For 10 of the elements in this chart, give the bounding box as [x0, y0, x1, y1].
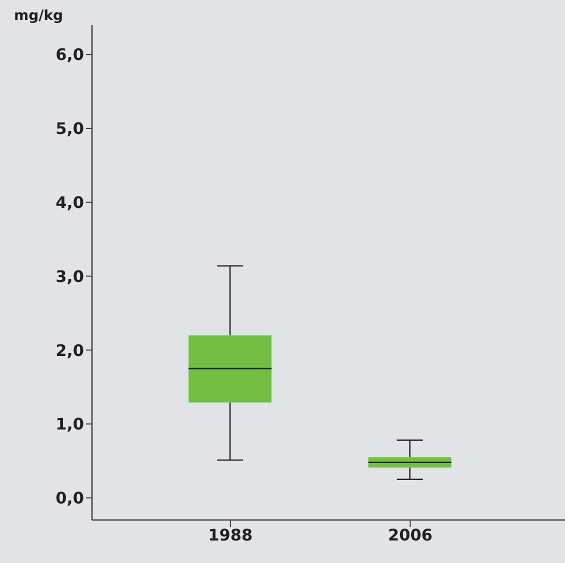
y-axis-title: mg/kg [14, 8, 64, 24]
y-tick-label: 5,0 [56, 119, 84, 138]
y-tick-label: 6,0 [56, 45, 84, 64]
y-tick-label: 1,0 [56, 414, 84, 434]
y-tick-label: 3,0 [56, 266, 84, 286]
y-tick-label: 0,0 [56, 488, 84, 508]
y-tick-label: 4,0 [56, 192, 84, 212]
y-tick-label: 2,0 [56, 340, 84, 360]
x-tick-label: 2006 [388, 525, 432, 544]
x-tick-label: 1988 [208, 525, 253, 544]
